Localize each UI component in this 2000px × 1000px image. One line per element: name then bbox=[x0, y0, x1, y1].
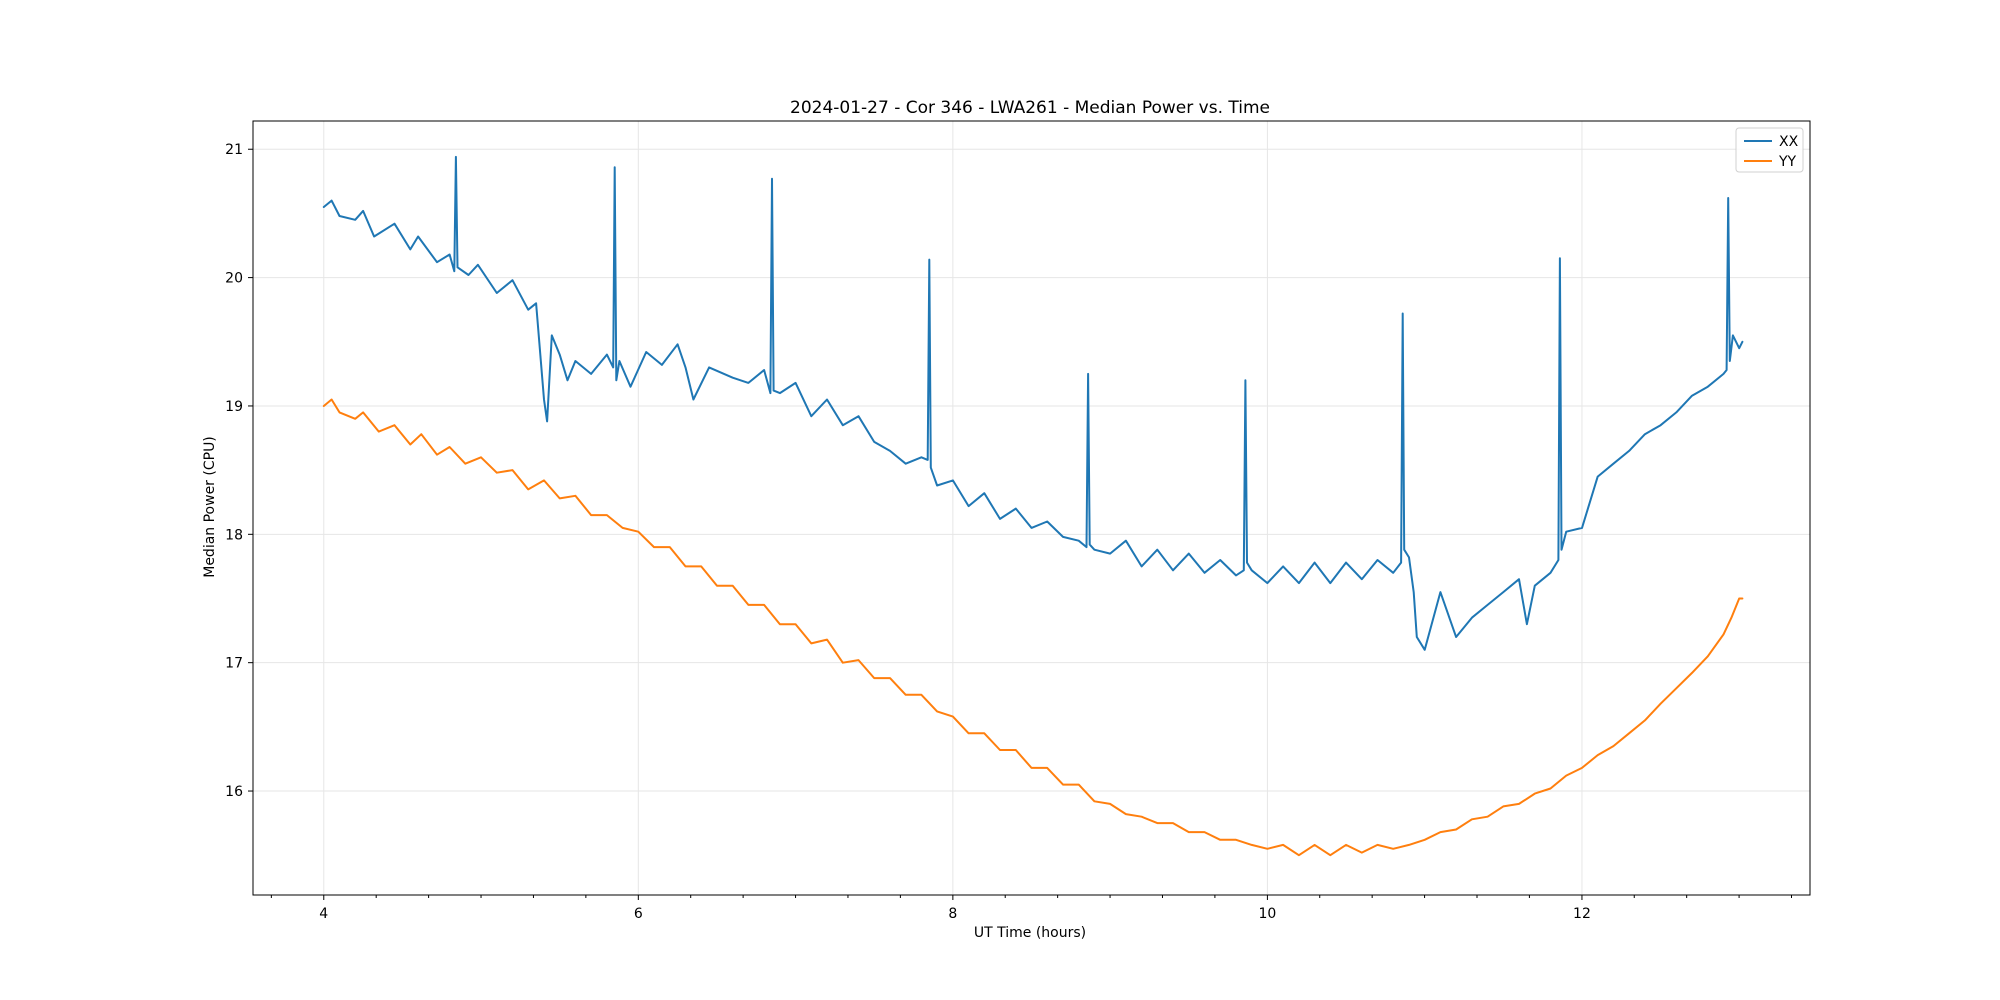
y-tick-label: 19 bbox=[225, 399, 243, 415]
y-axis: 16 17 18 19 20 21 bbox=[225, 142, 253, 800]
legend-label-xx: XX bbox=[1779, 134, 1799, 150]
plot-area bbox=[252, 120, 1811, 896]
series-line-xx bbox=[322, 155, 1744, 651]
x-tick-label: 6 bbox=[634, 906, 643, 922]
y-tick-label: 21 bbox=[225, 142, 243, 158]
x-axis: 4 6 8 10 12 bbox=[270, 895, 1793, 922]
y-axis-label: Median Power (CPU) bbox=[202, 436, 218, 578]
plot-series bbox=[322, 155, 1744, 857]
legend: XX YY bbox=[1735, 127, 1804, 173]
legend-label-yy: YY bbox=[1778, 154, 1797, 170]
grid bbox=[253, 121, 1810, 895]
chart-title: 2024-01-27 - Cor 346 - LWA261 - Median P… bbox=[790, 98, 1270, 118]
y-tick-label: 20 bbox=[225, 271, 243, 287]
x-tick-label: 12 bbox=[1573, 906, 1591, 922]
x-tick-label: 8 bbox=[948, 906, 957, 922]
y-tick-label: 18 bbox=[225, 527, 243, 543]
y-tick-label: 17 bbox=[225, 656, 243, 672]
y-tick-label: 16 bbox=[225, 784, 243, 800]
x-tick-label: 10 bbox=[1258, 906, 1276, 922]
x-tick-label: 4 bbox=[319, 906, 328, 922]
x-axis-label: UT Time (hours) bbox=[974, 925, 1086, 941]
series-line-yy bbox=[322, 398, 1744, 857]
